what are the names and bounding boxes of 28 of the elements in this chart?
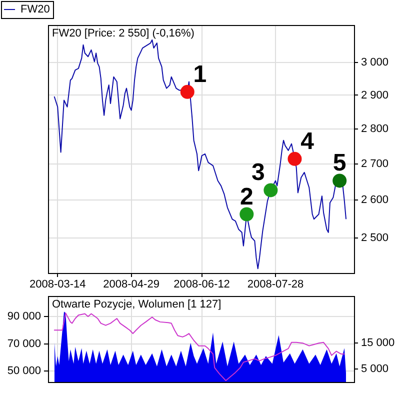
y-tick-label: 3 000 (361, 56, 389, 69)
x-tick-label: 2008-07-28 (247, 278, 304, 291)
annotation: 3 (251, 159, 265, 186)
annotation: 4 (300, 128, 315, 155)
y-tick-label: 2 700 (361, 158, 389, 170)
y-tick-label: 90 000 (7, 310, 41, 323)
point (288, 152, 302, 166)
point (332, 174, 347, 188)
legend-label: FW20 (20, 4, 50, 16)
y-tick-label: 2 600 (361, 194, 389, 206)
y-tick-label: 50 000 (7, 365, 41, 378)
point (264, 183, 278, 198)
annotation: 1 (193, 60, 207, 88)
annotation: 5 (332, 150, 346, 177)
x-tick-label: 2008-03-14 (29, 278, 86, 291)
chart-title: Otwarte Pozycje, Wolumen [1 127] (52, 298, 222, 311)
y-tick-label: 2 500 (361, 232, 389, 244)
annotation: 2 (240, 183, 254, 210)
x-tick-label: 2008-04-29 (103, 278, 160, 291)
x-tick-label: 2008-06-12 (174, 278, 230, 291)
chart-title: FW20 [Price: 2 550] (-0,16%) (52, 28, 194, 40)
point (240, 207, 254, 222)
y2-tick-label: 5 000 (361, 363, 389, 375)
y-tick-label: 2 900 (361, 89, 389, 102)
y-tick-label: 70 000 (7, 338, 41, 350)
point (180, 84, 194, 99)
y2-tick-label: 15 000 (361, 336, 395, 349)
y-tick-label: 2 800 (361, 122, 389, 135)
